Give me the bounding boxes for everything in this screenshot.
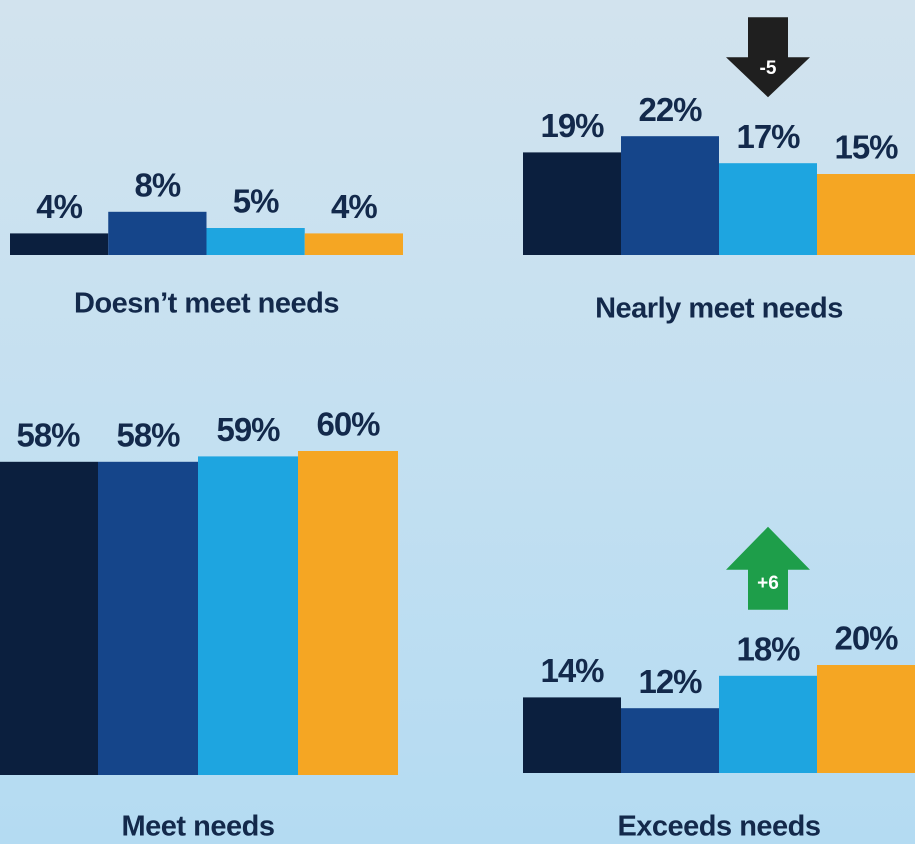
value-label: 8%: [135, 167, 181, 204]
bar: [621, 708, 719, 773]
value-label: 14%: [540, 652, 604, 689]
value-label: 4%: [331, 188, 377, 225]
value-label: 4%: [36, 188, 82, 225]
panel-title: Doesn’t meet needs: [74, 288, 339, 320]
bar: [198, 456, 298, 775]
value-label: 5%: [233, 183, 279, 220]
panel-title: Nearly meet needs: [595, 293, 843, 325]
value-label: 59%: [216, 411, 280, 448]
bar: [817, 174, 915, 255]
value-label: 17%: [736, 118, 800, 155]
bar: [0, 461, 98, 775]
bar: [206, 228, 305, 255]
change-label: +6: [757, 573, 779, 594]
bar: [523, 697, 621, 773]
bar: [304, 233, 403, 255]
change-arrow: [726, 17, 810, 98]
value-label: 58%: [116, 417, 180, 454]
bar: [621, 136, 719, 255]
value-label: 15%: [834, 129, 898, 166]
bar: [719, 163, 817, 255]
bar: [523, 152, 621, 255]
value-label: 18%: [736, 631, 800, 668]
bar: [10, 233, 109, 255]
panel-title: Exceeds needs: [617, 811, 820, 843]
value-label: 12%: [638, 663, 702, 700]
bar: [298, 451, 398, 775]
bar: [817, 665, 915, 773]
bar: [719, 675, 817, 773]
value-label: 60%: [316, 406, 380, 443]
bar: [98, 461, 198, 775]
value-label: 19%: [540, 107, 604, 144]
value-label: 22%: [638, 91, 702, 128]
change-label: -5: [760, 58, 777, 79]
value-label: 58%: [16, 417, 80, 454]
value-label: 20%: [834, 620, 898, 657]
bar: [108, 211, 207, 255]
change-arrow: [726, 526, 810, 610]
panel-title: Meet needs: [122, 811, 275, 843]
